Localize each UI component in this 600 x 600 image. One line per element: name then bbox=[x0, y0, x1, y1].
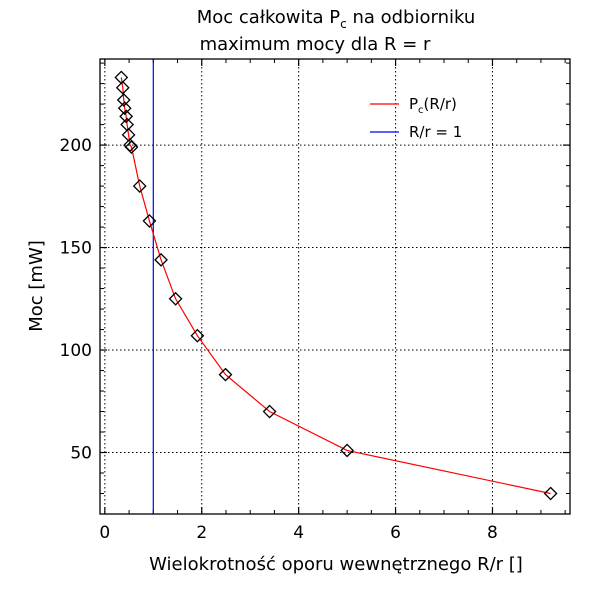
data-point-marker bbox=[132, 179, 147, 193]
legend-label-ratio: R/r = 1 bbox=[409, 123, 462, 141]
series-line-power bbox=[120, 77, 551, 495]
data-point-marker bbox=[154, 252, 168, 267]
x-axis-label: Wielokrotność oporu wewnętrznego R/r [] bbox=[149, 554, 523, 575]
chart-title-line1: Moc całkowita Pc na odbiorniku bbox=[197, 7, 476, 31]
chart-title-line2: maximum mocy dla R = r bbox=[200, 34, 431, 55]
series bbox=[114, 59, 558, 514]
data-point-marker bbox=[115, 80, 130, 95]
data-point-marker bbox=[340, 443, 355, 458]
ticks: 0 2 4 6 8 50 100 150 200 bbox=[60, 59, 570, 543]
data-point-marker bbox=[262, 404, 277, 419]
data-point-marker bbox=[218, 367, 233, 382]
data-point-marker bbox=[124, 140, 139, 155]
y-tick-label: 200 bbox=[60, 136, 92, 156]
data-point-marker bbox=[142, 213, 157, 228]
y-tick-label: 150 bbox=[60, 239, 92, 259]
plot-frame bbox=[99, 58, 571, 515]
data-point-marker bbox=[119, 109, 134, 124]
x-tick-label: 8 bbox=[487, 523, 498, 543]
data-point-marker bbox=[168, 291, 183, 306]
y-axis-label: Moc [mW] bbox=[26, 240, 47, 332]
y-tick-label: 100 bbox=[60, 341, 92, 361]
x-tick-label: 4 bbox=[293, 523, 304, 543]
data-point-marker bbox=[190, 328, 205, 343]
x-tick-label: 0 bbox=[99, 523, 110, 543]
y-tick-label: 50 bbox=[70, 444, 92, 464]
chart-title: Moc całkowita Pc na odbiorniku maximum m… bbox=[197, 7, 476, 55]
data-point-marker bbox=[543, 486, 558, 501]
data-point-marker bbox=[116, 93, 131, 107]
legend-label-power: Pc(R/r) bbox=[409, 95, 457, 116]
x-tick-label: 6 bbox=[390, 523, 401, 543]
legend: Pc(R/r) R/r = 1 bbox=[370, 95, 462, 141]
data-point-marker bbox=[117, 101, 132, 116]
x-tick-label: 2 bbox=[196, 523, 207, 543]
